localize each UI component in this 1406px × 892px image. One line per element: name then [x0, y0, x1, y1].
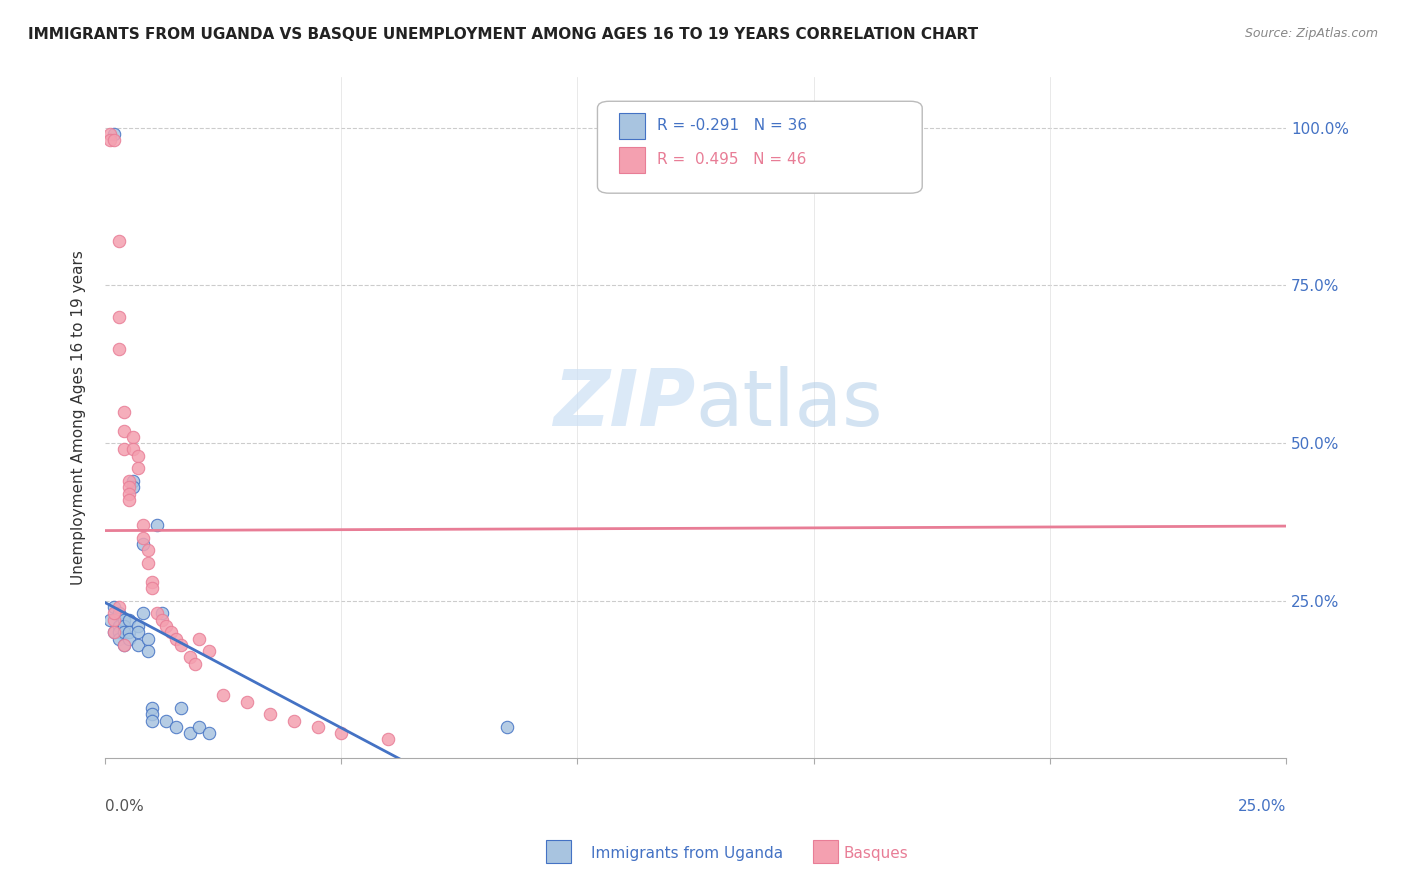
Point [259, 707, 281, 722]
Point [136, 543, 159, 558]
Point [155, 714, 177, 728]
Point [165, 632, 187, 646]
Point [307, 720, 329, 734]
Point [108, 625, 131, 640]
Point [117, 486, 139, 500]
Point [108, 619, 131, 633]
Point [136, 632, 159, 646]
Point [169, 701, 191, 715]
Point [112, 619, 135, 633]
Point [377, 732, 399, 747]
Point [103, 127, 125, 141]
Point [165, 720, 187, 734]
Point [112, 613, 135, 627]
Point [235, 695, 257, 709]
Point [188, 720, 211, 734]
Text: 25.0%: 25.0% [1237, 799, 1286, 814]
Point [132, 607, 155, 621]
Text: atlas: atlas [696, 367, 883, 442]
Point [112, 404, 135, 418]
Point [141, 701, 163, 715]
Point [127, 619, 149, 633]
Point [117, 625, 139, 640]
Point [127, 449, 149, 463]
Point [283, 714, 305, 728]
Point [117, 613, 139, 627]
Point [103, 607, 125, 621]
Point [198, 726, 221, 740]
Point [179, 650, 201, 665]
Point [127, 461, 149, 475]
Text: ZIP: ZIP [553, 367, 696, 442]
Point [122, 442, 145, 457]
Point [330, 726, 353, 740]
Point [122, 480, 145, 494]
Point [132, 531, 155, 545]
Point [127, 625, 149, 640]
Bar [546, 840, 571, 863]
Point [141, 714, 163, 728]
Point [117, 492, 139, 507]
Point [141, 574, 163, 589]
Point [103, 613, 125, 627]
Point [108, 600, 131, 615]
Point [103, 625, 125, 640]
Point [495, 720, 517, 734]
Point [184, 657, 207, 671]
Point [136, 644, 159, 658]
Point [112, 442, 135, 457]
Point [188, 632, 211, 646]
Point [179, 726, 201, 740]
Point [136, 556, 159, 570]
Point [150, 613, 173, 627]
Point [132, 537, 155, 551]
Point [141, 707, 163, 722]
Text: R =  0.495   N = 46: R = 0.495 N = 46 [657, 153, 806, 168]
Point [98, 613, 121, 627]
Point [108, 342, 131, 356]
Bar [619, 147, 645, 173]
Point [122, 474, 145, 488]
Point [122, 430, 145, 444]
Point [112, 625, 135, 640]
Text: Source: ZipAtlas.com: Source: ZipAtlas.com [1244, 27, 1378, 40]
Point [103, 133, 125, 147]
Point [103, 625, 125, 640]
Point [98, 133, 121, 147]
Point [108, 235, 131, 249]
Point [146, 607, 169, 621]
Text: 0.0%: 0.0% [105, 799, 143, 814]
Text: IMMIGRANTS FROM UGANDA VS BASQUE UNEMPLOYMENT AMONG AGES 16 TO 19 YEARS CORRELAT: IMMIGRANTS FROM UGANDA VS BASQUE UNEMPLO… [28, 27, 979, 42]
FancyBboxPatch shape [598, 102, 922, 194]
Point [141, 581, 163, 595]
Point [117, 480, 139, 494]
Point [127, 638, 149, 652]
Bar [619, 113, 645, 139]
Point [132, 518, 155, 533]
Point [108, 310, 131, 324]
Text: Basques: Basques [844, 846, 908, 861]
Point [112, 638, 135, 652]
Point [112, 424, 135, 438]
Point [117, 632, 139, 646]
Point [897, 120, 920, 135]
Point [198, 644, 221, 658]
Point [108, 607, 131, 621]
Point [169, 638, 191, 652]
Point [160, 625, 183, 640]
Bar [813, 840, 838, 863]
Text: Immigrants from Uganda: Immigrants from Uganda [591, 846, 783, 861]
Point [98, 127, 121, 141]
Point [117, 474, 139, 488]
Point [108, 632, 131, 646]
Point [146, 518, 169, 533]
Point [150, 607, 173, 621]
Point [103, 600, 125, 615]
Y-axis label: Unemployment Among Ages 16 to 19 years: Unemployment Among Ages 16 to 19 years [72, 251, 86, 585]
Point [212, 688, 235, 702]
Text: R = -0.291   N = 36: R = -0.291 N = 36 [657, 119, 807, 133]
Point [112, 638, 135, 652]
Point [155, 619, 177, 633]
